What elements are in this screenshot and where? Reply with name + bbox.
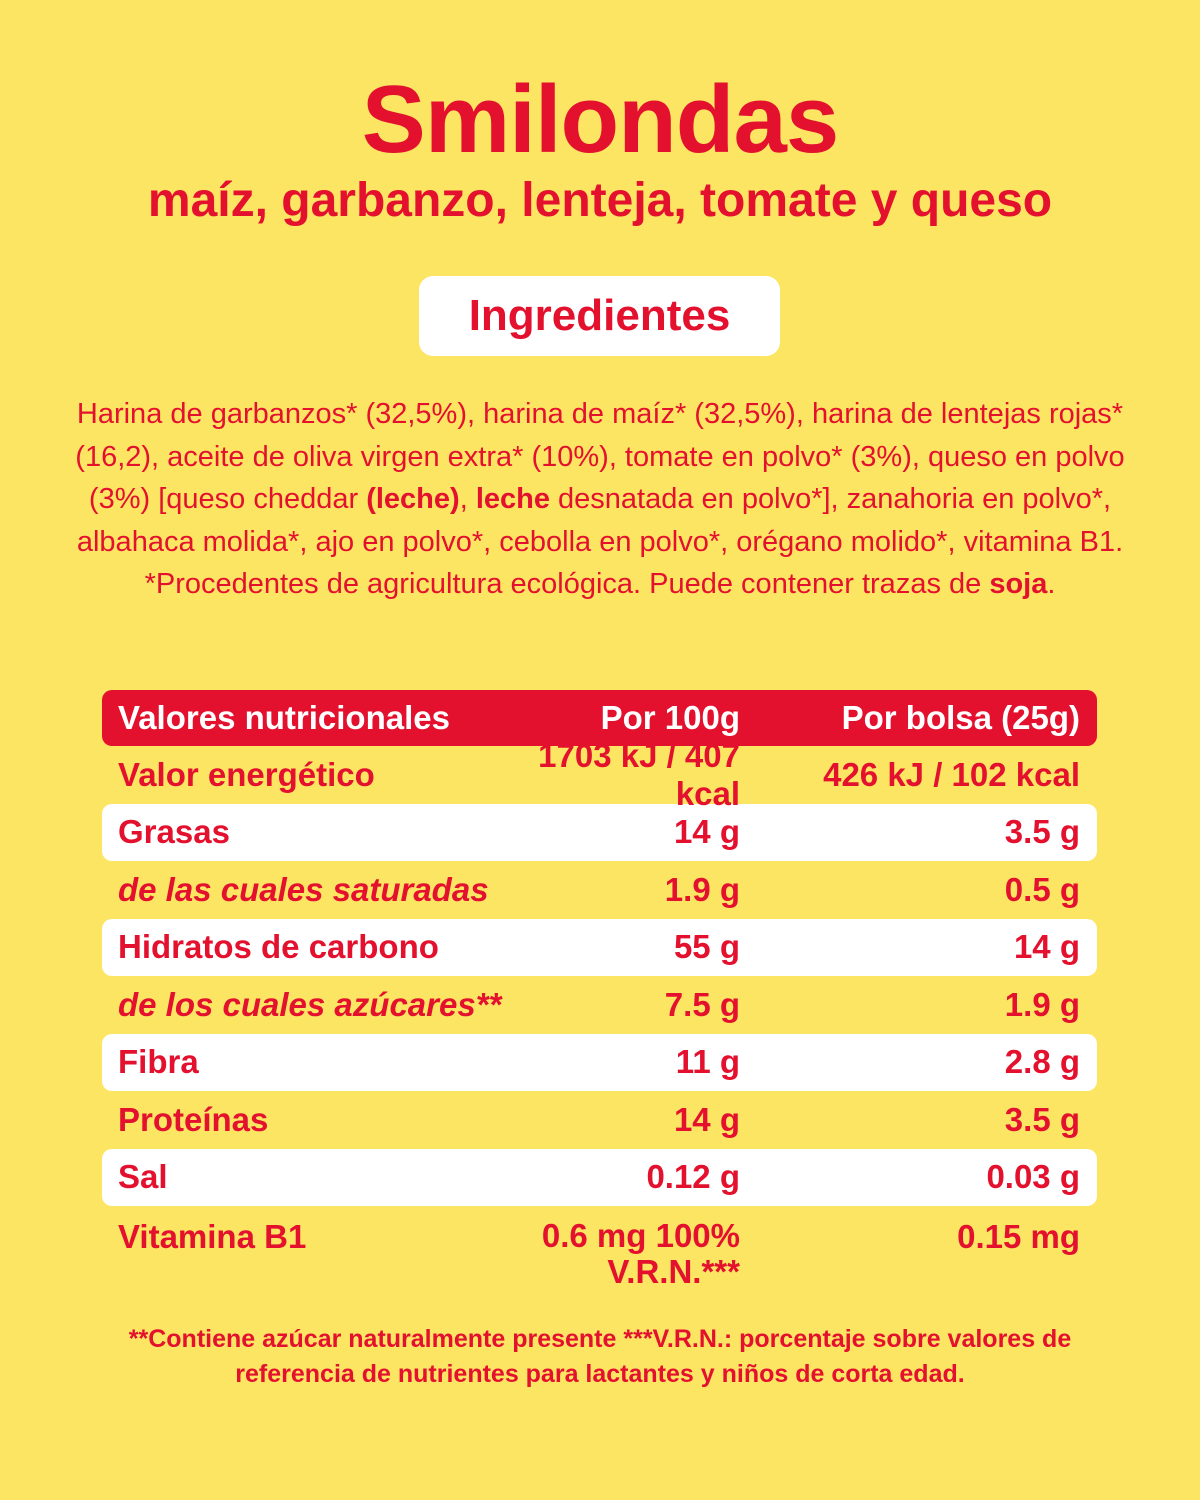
header-cell: Valores nutricionales — [118, 699, 450, 736]
nutrient-label: Valor energético — [118, 755, 375, 793]
nutrient-label: Proteínas — [118, 1100, 269, 1138]
table-row: Hidratos de carbono 55 g 14 g — [102, 918, 1097, 976]
header-cell: Por bolsa (25g) — [841, 699, 1080, 736]
title: Smilondas — [361, 66, 839, 173]
allergen: (leche) — [366, 483, 460, 515]
footnote: **Contiene azúcar naturalmente presente … — [128, 1325, 1072, 1388]
header-cell: Por 100g — [600, 699, 740, 736]
ingredient-text: . — [1047, 568, 1056, 600]
ingredients-text: Harina de garbanzos* (32,5%), harina de … — [70, 393, 1130, 606]
per-bag: 426 kJ / 102 kcal — [823, 755, 1080, 793]
nutrient-label: de las cuales saturadas — [118, 870, 489, 908]
ingredient-text: , — [459, 483, 476, 515]
table-row: Valor energético 1703 kJ / 407 kcal 426 kJ… — [102, 737, 1097, 812]
per-bag: 3.5 g — [1004, 1100, 1080, 1138]
subtitle: maíz, garbanzo, lenteja, tomate y queso — [147, 174, 1053, 227]
per-bag: 0.03 g — [986, 1158, 1080, 1196]
allergen: leche — [475, 483, 550, 515]
ingredients-heading: Ingredientes — [419, 276, 780, 356]
nutrient-label: Hidratos de carbono — [118, 928, 439, 966]
per-100g: 1.9 g — [664, 870, 740, 908]
table-row: Vitamina B1 0.6 mg 100% V.R.N.*** 0.15 mg — [102, 1206, 1097, 1306]
table-row: Proteínas 14 g 3.5 g — [102, 1091, 1097, 1149]
per-bag: 3.5 g — [1004, 813, 1080, 851]
per-bag: 2.8 g — [1004, 1043, 1080, 1081]
per-100g: 7.5 g — [664, 985, 740, 1023]
table-row: de las cuales saturadas 1.9 g 0.5 g — [102, 861, 1097, 919]
per-100g: 0.6 mg 100% V.R.N.*** — [541, 1217, 740, 1290]
nutrient-label: Grasas — [118, 813, 230, 851]
per-bag: 0.5 g — [1004, 870, 1080, 908]
per-100g: 55 g — [673, 928, 740, 966]
per-100g: 0.12 g — [646, 1158, 740, 1196]
per-bag: 14 g — [1013, 928, 1080, 966]
per-100g: 14 g — [673, 813, 740, 851]
per-100g: 11 g — [675, 1043, 740, 1081]
nutrition-table: Valores nutricionales Por 100g Por bolsa (… — [102, 690, 1097, 1306]
table-header: Valores nutricionales Por 100g Por bolsa (… — [102, 690, 1097, 746]
ingredient-text: Harina de garbanzos* (32,5%), harina de … — [75, 398, 1125, 515]
nutrient-label: Fibra — [118, 1043, 199, 1081]
per-bag: 1.9 g — [1004, 985, 1080, 1023]
nutrient-label: Sal — [118, 1158, 168, 1196]
nutrient-label: Vitamina B1 — [118, 1218, 307, 1255]
per-100g: 1703 kJ / 407 kcal — [538, 736, 740, 812]
nutrient-label: de los cuales azúcares** — [118, 985, 502, 1023]
ingredient-text: *Procedentes de agricultura ecológica. P… — [144, 568, 990, 600]
table-row: Grasas 14 g 3.5 g — [102, 803, 1097, 861]
ingredient-text: desnatada en polvo*], zanahoria en polvo… — [76, 483, 1124, 558]
per-100g: 14 g — [673, 1100, 740, 1138]
table-row: Fibra 11 g 2.8 g — [102, 1033, 1097, 1091]
allergen: soja — [989, 568, 1048, 600]
per-bag: 0.15 mg — [957, 1218, 1080, 1255]
table-row: de los cuales azúcares** 7.5 g 1.9 g — [102, 976, 1097, 1034]
table-row: Sal 0.12 g 0.03 g — [102, 1148, 1097, 1206]
